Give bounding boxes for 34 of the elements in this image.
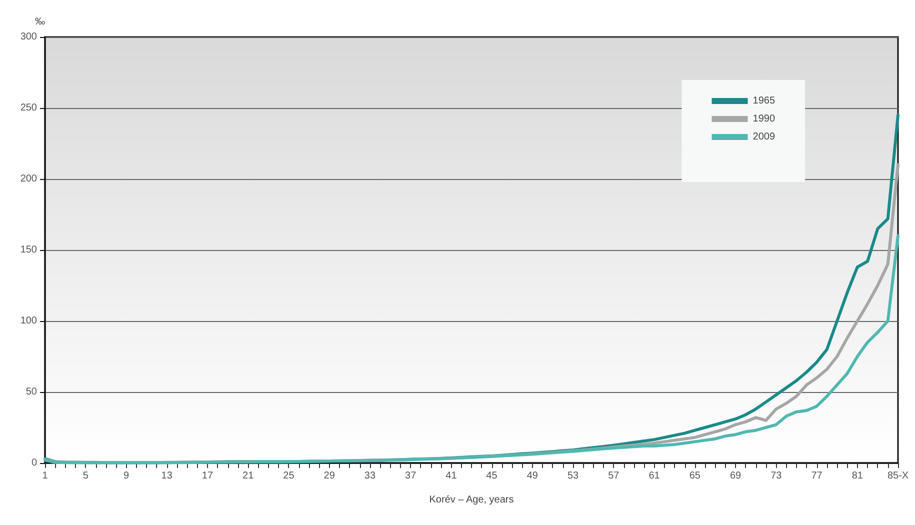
x-tick-label: 25 (283, 470, 295, 482)
y-tick-label: 250 (20, 102, 38, 114)
x-tick-label: 13 (161, 470, 173, 482)
y-tick-label: 200 (20, 174, 38, 184)
x-tick-label: 45 (486, 470, 498, 482)
x-tick-label: 61 (648, 470, 660, 482)
x-tick-label: 49 (526, 470, 538, 482)
x-tick-label: 1 (42, 470, 48, 482)
legend-label: 1965 (752, 96, 776, 106)
y-tick-label: 150 (20, 244, 38, 256)
x-tick-label: 53 (567, 470, 580, 482)
x-tick-label: 9 (123, 470, 130, 482)
x-tick-label: 5 (82, 470, 89, 482)
x-axis-title: Korév – Age, years (429, 494, 514, 506)
x-tick-label: 21 (242, 470, 254, 482)
x-tick-label: 65 (689, 470, 701, 482)
x-tick-label: 85-X (887, 470, 909, 482)
x-tick-label: 29 (324, 470, 336, 482)
y-tick-label: 300 (20, 32, 38, 42)
x-tick-label: 33 (364, 470, 376, 482)
y-tick-label: 100 (20, 316, 38, 326)
x-tick-label: 81 (852, 470, 864, 482)
x-tick-label: 37 (405, 470, 417, 482)
x-tick-label: 41 (446, 470, 458, 482)
legend-label: 2009 (752, 132, 776, 142)
x-tick-label: 69 (730, 470, 742, 482)
x-tick-label: 17 (202, 470, 214, 482)
y-tick-label: 50 (26, 386, 38, 398)
y-tick-label: 0 (31, 458, 38, 468)
x-tick-label: 73 (770, 470, 782, 482)
legend-label: 1990 (752, 114, 776, 124)
x-tick-label: 77 (811, 470, 823, 482)
x-tick-label: 57 (608, 470, 620, 482)
y-axis-title: ‰ (35, 16, 45, 28)
